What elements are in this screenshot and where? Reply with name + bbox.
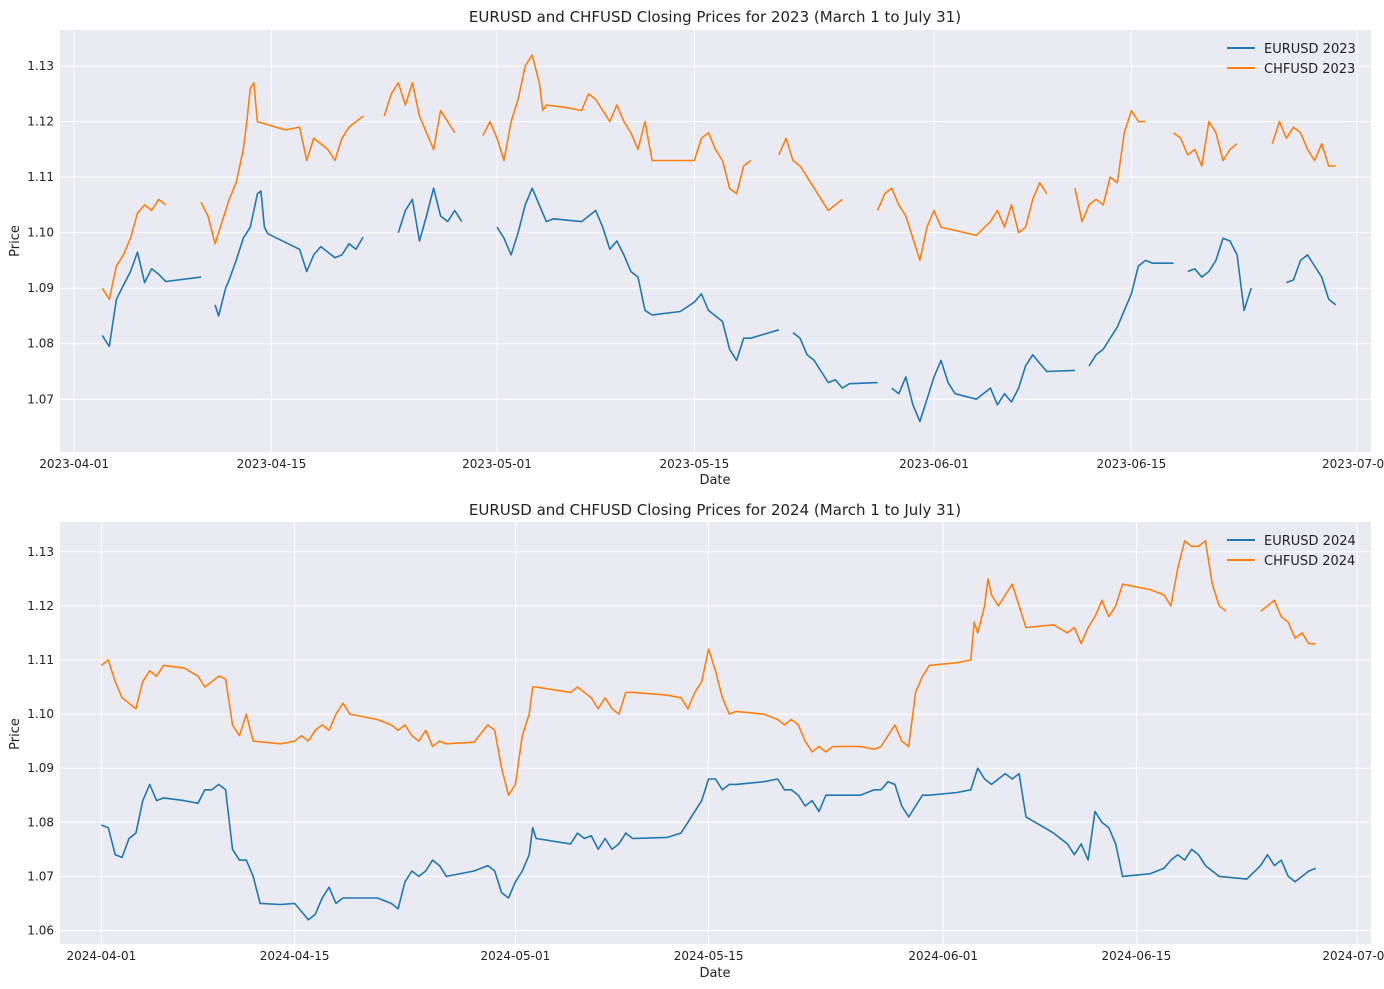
y-tick-label: 1.08 — [27, 815, 54, 829]
x-tick-label: 2023-04-01 — [39, 457, 109, 471]
x-tick-label: 2024-05-01 — [481, 949, 551, 963]
plot-area-2023 — [60, 30, 1371, 452]
y-tick-label: 1.12 — [27, 115, 54, 129]
y-tick-label: 1.09 — [27, 281, 54, 295]
x-tick-label: 2023-05-15 — [659, 457, 729, 471]
series-line-eurusd-2024 — [101, 767, 1317, 921]
x-tick-label: 2024-05-15 — [674, 949, 744, 963]
legend-label-eurusd-2023: EURUSD 2023 — [1264, 42, 1356, 57]
y-tick-label: 1.13 — [27, 545, 54, 559]
y-tick-label: 1.07 — [27, 869, 54, 883]
y-axis-label-2023: Price — [8, 225, 23, 257]
series-line-eurusd-2023 — [101, 187, 1337, 423]
x-tick-label: 2023-07-01 — [1322, 457, 1384, 471]
series-line-chfusd-2024 — [100, 540, 1316, 796]
legend-label-chfusd-2023: CHFUSD 2023 — [1264, 62, 1355, 77]
y-tick-label: 1.10 — [27, 226, 54, 240]
x-tick-label: 2023-05-01 — [462, 457, 532, 471]
series-line-chfusd-2023 — [101, 54, 1336, 301]
x-tick-label: 2024-07-01 — [1322, 949, 1384, 963]
chart-title-2023: EURUSD and CHFUSD Closing Prices for 202… — [469, 8, 961, 26]
y-tick-label: 1.11 — [27, 653, 54, 667]
x-tick-label: 2024-04-01 — [67, 949, 137, 963]
x-tick-label: 2023-04-15 — [237, 457, 307, 471]
y-tick-label: 1.07 — [27, 392, 54, 406]
x-tick-label: 2023-06-01 — [899, 457, 969, 471]
y-tick-label: 1.06 — [27, 923, 54, 937]
x-tick-label: 2023-06-15 — [1096, 457, 1166, 471]
chart-title-2024: EURUSD and CHFUSD Closing Prices for 202… — [469, 501, 961, 519]
chart-2023: EURUSD and CHFUSD Closing Prices for 202… — [8, 8, 1384, 488]
legend-2023: EURUSD 2023 CHFUSD 2023 — [1227, 42, 1356, 77]
y-tick-label: 1.13 — [27, 59, 54, 73]
y-tick-label: 1.11 — [27, 170, 54, 184]
plot-area-2024 — [60, 522, 1371, 944]
legend-label-eurusd-2024: EURUSD 2024 — [1264, 534, 1356, 549]
y-tick-label: 1.09 — [27, 761, 54, 775]
x-tick-label: 2024-04-15 — [260, 949, 330, 963]
y-tick-label: 1.08 — [27, 337, 54, 351]
legend-label-chfusd-2024: CHFUSD 2024 — [1264, 554, 1355, 569]
x-tick-label: 2024-06-01 — [908, 949, 978, 963]
y-tick-label: 1.10 — [27, 707, 54, 721]
chart-2024: EURUSD and CHFUSD Closing Prices for 202… — [8, 501, 1384, 981]
legend-2024: EURUSD 2024 CHFUSD 2024 — [1227, 534, 1356, 569]
x-axis-label-2023: Date — [699, 473, 730, 488]
x-axis-label-2024: Date — [699, 966, 730, 981]
y-tick-label: 1.12 — [27, 599, 54, 613]
x-tick-label: 2024-06-15 — [1102, 949, 1172, 963]
y-axis-label-2024: Price — [8, 718, 23, 750]
